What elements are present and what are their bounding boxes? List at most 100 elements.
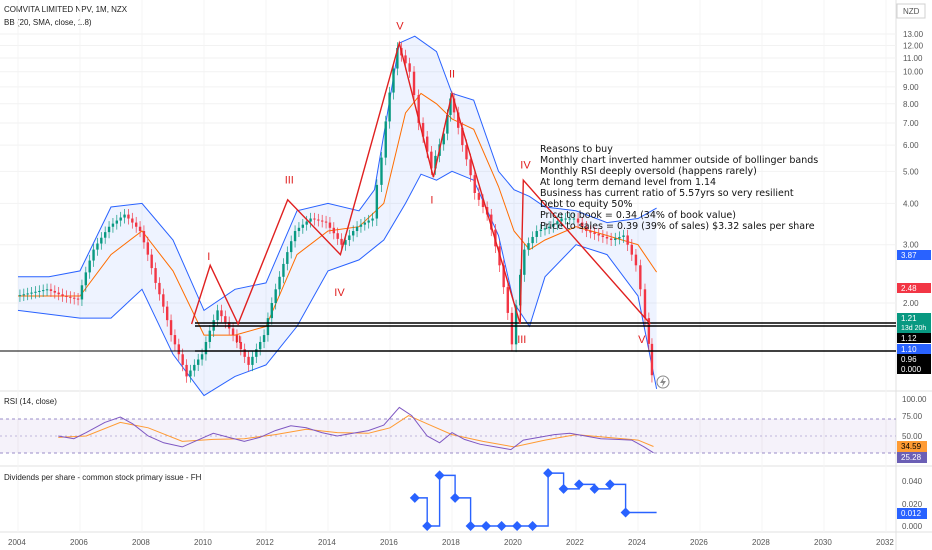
candle-body [380,157,383,185]
candle-body [609,238,613,241]
currency-box[interactable] [896,3,926,19]
candle-body [392,68,395,93]
candle-body [452,98,456,113]
candle-body [224,316,227,323]
candle-body [556,221,559,224]
candle-body [465,145,468,160]
candle-body [26,293,29,295]
rsi-tick-50: 50.00 [902,432,923,441]
time-tick-label: 2008 [132,538,150,547]
symbol-title: COMVITA LIMITED NPV, 1M, NZX [4,5,128,14]
candle-body [38,290,41,292]
candle-body [614,238,617,241]
elliott-wave-lines[interactable] [190,40,651,326]
rsi-line [58,406,654,454]
candle-body [473,175,476,193]
candle-body [18,295,22,297]
candle-body [426,136,429,152]
candle-body [344,240,347,245]
candle-body [255,349,258,357]
candle-body [490,214,493,230]
bb-indicator-title: BB (20, SMA, close, 1.8) [4,18,92,27]
candle-body [388,92,391,122]
time-tick-label: 2016 [380,538,398,547]
candle-body [585,226,588,232]
note-line-0: Reasons to buy [540,144,613,155]
candle-body [601,235,605,237]
candle-body [103,232,107,238]
candle-body [208,330,212,342]
candle-body [340,238,343,245]
candle-body [510,312,514,345]
candle-body [643,289,647,319]
candle-body [634,254,638,266]
candle-body [324,221,328,223]
candle-body [162,294,165,307]
time-tick-label: 2014 [318,538,336,547]
time-tick-label: 2006 [70,538,88,547]
wave-label: IV [520,159,531,171]
lightning-icon[interactable] [656,375,670,389]
wave-label: V [638,334,646,346]
price-badge [897,250,931,260]
candle-body [543,228,547,230]
dividend-marker [605,479,616,490]
price-tick-label: 7.00 [903,119,919,128]
candle-body [235,335,239,342]
note-line-6: Price to book = 0.34 (34% of book value) [540,210,736,221]
candle-body [650,343,654,376]
candle-body [88,260,91,273]
candle-body [605,236,609,239]
price-tick-label: 12.00 [903,42,924,51]
dividends-title: Dividends per share - common stock prima… [4,473,202,482]
candle-body [243,349,246,357]
candle-body [351,231,355,236]
candle-body [185,364,188,377]
dividend-marker [527,521,538,531]
candle-body [396,47,399,69]
price-tick-label: 13.00 [903,30,924,39]
candle-body [355,226,359,232]
candle-body [564,218,567,220]
candle-body [107,226,111,233]
candle-body [477,192,481,200]
candle-body [61,294,64,296]
div-tick-000: 0.000 [902,522,923,531]
dividend-step-line [414,472,657,527]
candle-body [320,220,324,222]
price-badge [897,354,931,364]
candle-body [286,252,289,264]
candle-body [449,98,452,115]
price-badges: 3.87 2.48 1.21 13d 20h 1.12 1.100.960.000 [897,250,931,374]
wave-path[interactable] [190,40,651,326]
wave-label: II [449,69,455,81]
candle-body [434,155,437,169]
price-badge [897,344,931,354]
candle-body [367,220,370,223]
rsi-title: RSI (14, close) [4,397,57,406]
candle-body [154,268,157,283]
price-badge-text: 0.000 [901,365,922,374]
candle-body [142,231,146,243]
time-tick-label: 2030 [814,538,832,547]
price-badge [897,283,931,293]
candle-body [251,356,254,365]
price-badge [897,364,931,374]
dividend-marker [574,479,585,490]
price-badge-subtext: 13d 20h [901,325,926,332]
candle-body [258,341,262,350]
currency-label: NZD [903,7,920,16]
candle-body [417,95,420,123]
time-tick-label: 2012 [256,538,274,547]
notes-annotation[interactable]: Reasons to buy Monthly chart inverted ha… [540,144,818,232]
candle-body [626,235,629,245]
candle-body [239,341,243,350]
candle-body [165,306,169,321]
horizontal-levels[interactable] [0,322,896,352]
candle-body [41,290,45,292]
time-axis[interactable]: 2004 2006 2008 2010 2012 2014 2016 2018 2020 2022… [8,538,894,547]
candle-body [134,222,138,227]
candle-body [317,219,320,221]
price-axis[interactable]: 13.00 12.00 11.00 10.00 9.00 8.00 7.00 6.00 5.00… [903,30,924,308]
wave-label: II [235,334,241,346]
